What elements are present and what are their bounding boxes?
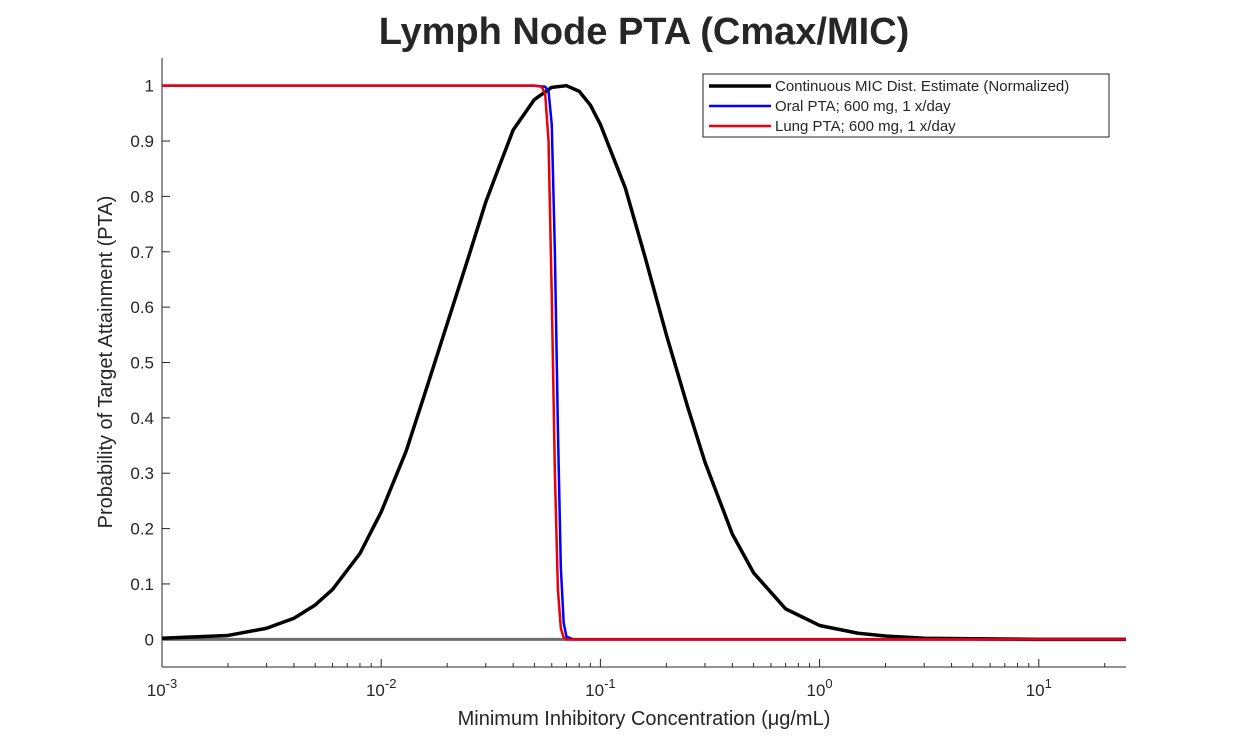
y-axis-label: Probability of Target Attainment (PTA)	[95, 196, 117, 529]
plot-area: 0 0.1 0.2 0.3 0.4 0.5 0.6 0.7 0.8 0.9 1 10-3 10-2 10-…	[130, 58, 1126, 700]
series-line-3	[162, 84, 1126, 641]
y-tick-label: 0.1	[130, 575, 154, 594]
chart-title: Lymph Node PTA (Cmax/MIC)	[379, 11, 910, 53]
x-tick-label: 10-2	[366, 676, 396, 700]
x-tick-label: 100	[807, 676, 833, 700]
x-tick-label: 10-3	[147, 676, 177, 700]
series-line-1	[161, 83, 1126, 642]
y-tick-label: 0.5	[130, 354, 154, 373]
y-tick-label: 0.2	[130, 520, 154, 539]
legend-label: Continuous MIC Dist. Estimate (Normalize…	[775, 78, 1069, 95]
y-tick-label: 0	[145, 630, 154, 649]
y-tick-label: 0.4	[130, 409, 154, 428]
x-axis-label: Minimum Inhibitory Concentration (μg/mL)	[458, 708, 831, 730]
x-tick-label: 10-1	[585, 676, 615, 700]
y-tick-label: 0.9	[130, 132, 154, 151]
legend-label: Lung PTA; 600 mg, 1 x/day	[775, 118, 956, 135]
y-tick-label: 0.3	[130, 464, 154, 483]
y-tick-label: 0.8	[130, 187, 154, 206]
x-tick-label: 101	[1026, 676, 1052, 700]
legend-label: Oral PTA; 600 mg, 1 x/day	[775, 98, 951, 115]
y-tick-label: 0.7	[130, 243, 154, 262]
series-line-2	[162, 84, 1126, 641]
y-tick-label: 1	[145, 77, 154, 96]
y-tick-label: 0.6	[130, 298, 154, 317]
